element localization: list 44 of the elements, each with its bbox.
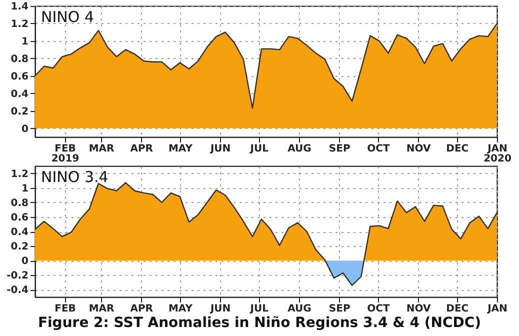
y-tick-label: 1 — [22, 36, 29, 48]
x-tick-label: MAR — [88, 304, 114, 314]
x-tick-label: AUG — [288, 144, 312, 154]
y-tick-label: -0.4 — [6, 285, 29, 296]
chart-title: NINO 3.4 — [41, 168, 108, 186]
x-tick-label: SEP — [328, 304, 350, 314]
y-tick-label: 0.4 — [10, 227, 29, 238]
x-tick-label: JUL — [249, 304, 270, 314]
y-tick-label: 1.2 — [10, 168, 29, 180]
y-tick-label: 1.2 — [10, 18, 29, 30]
x-tick-label: NOV — [406, 304, 431, 314]
x-tick-label: JUN — [209, 144, 231, 154]
x-tick-label: OCT — [367, 304, 390, 314]
y-tick-label: 0.8 — [10, 198, 29, 209]
y-tick-label: 0 — [22, 124, 29, 135]
y-tick-label: 0.6 — [10, 71, 29, 82]
x-tick-label: MAR — [88, 144, 114, 154]
x-tick-label: JUN — [209, 304, 231, 314]
chart-title: NINO 4 — [41, 8, 94, 26]
y-tick-label: 0.2 — [10, 106, 29, 118]
x-tick-label: FEB 2019 — [51, 144, 80, 164]
y-tick-label: 1 — [22, 183, 29, 194]
caption: Figure 2: SST Anomalies in Niño Regions 3.4 & 4 (NCDC) — [36, 315, 482, 331]
y-tick-label: -0.2 — [6, 270, 29, 282]
x-tick-label: MAY — [168, 304, 194, 314]
x-tick-label: JUL — [249, 144, 270, 154]
y-tick-label: 1.4 — [10, 2, 29, 12]
x-tick-label: OCT — [367, 144, 390, 154]
x-tick-label: NOV — [406, 144, 431, 154]
x-tick-label: MAY — [168, 144, 194, 154]
y-tick-label: 0.2 — [10, 242, 29, 253]
x-tick-label: JAN 2020 — [484, 144, 512, 164]
x-tick-label: AUG — [288, 304, 312, 314]
x-tick-label: JAN — [486, 304, 508, 314]
y-tick-label: 0.4 — [10, 88, 29, 100]
x-tick-label: FEB — [54, 304, 76, 314]
x-tick-label: APR — [130, 304, 154, 314]
y-tick-label: 0.8 — [10, 54, 29, 65]
x-tick-label: DEC — [446, 144, 469, 154]
x-tick-label: DEC — [446, 304, 469, 314]
y-tick-label: 0.6 — [10, 212, 29, 224]
y-tick-label: 0 — [22, 256, 29, 268]
x-tick-label: SEP — [328, 144, 350, 154]
x-tick-label: APR — [130, 144, 154, 154]
